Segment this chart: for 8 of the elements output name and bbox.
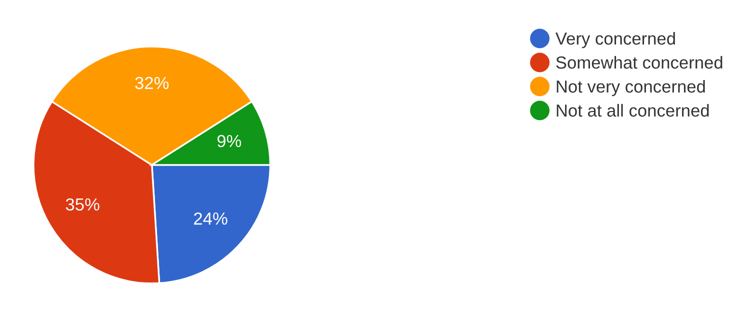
data-label: 9% bbox=[217, 134, 242, 148]
legend-label: Not very concerned bbox=[556, 80, 705, 96]
data-label: 32% bbox=[135, 76, 169, 90]
legend-label: Not at all concerned bbox=[556, 104, 709, 117]
data-label: 24% bbox=[194, 212, 228, 225]
data-label: 35% bbox=[66, 198, 100, 211]
legend-label: Very concerned bbox=[555, 32, 675, 48]
legend-label: Somewhat concerned bbox=[556, 56, 722, 69]
